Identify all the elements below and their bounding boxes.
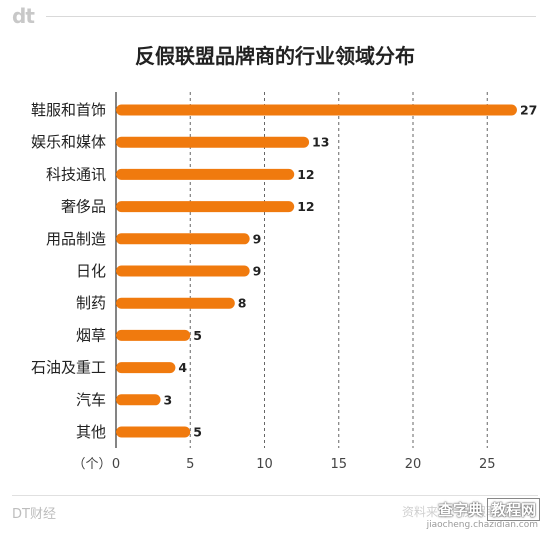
category-label: 奢侈品 <box>61 198 106 216</box>
bar <box>116 394 161 406</box>
value-label: 13 <box>312 135 329 150</box>
x-tick-label: 10 <box>256 457 273 472</box>
bar <box>116 233 250 245</box>
bar <box>116 136 310 148</box>
category-label: 科技通讯 <box>46 165 106 183</box>
footer-divider <box>12 495 538 496</box>
category-label: 鞋服和首饰 <box>31 101 106 119</box>
bar <box>116 426 191 438</box>
value-label: 8 <box>238 296 247 311</box>
watermark-url: jiaocheng.chazidian.com <box>426 520 538 530</box>
footer-source: 资料来源：反假联盟官网 <box>401 505 534 519</box>
dt-logo: dt <box>12 4 35 28</box>
watermark: 查字典 教程网 <box>438 498 540 521</box>
header-divider <box>46 16 536 17</box>
category-label: 汽车 <box>76 391 106 409</box>
value-label: 27 <box>520 103 537 118</box>
category-label: 日化 <box>76 262 106 280</box>
watermark-text-1: 查字典 <box>437 501 483 519</box>
category-label: 其他 <box>76 423 106 441</box>
x-tick-label: 0 <box>112 457 120 472</box>
category-label: 烟草 <box>76 326 106 344</box>
value-label: 9 <box>253 264 262 279</box>
bars <box>116 104 517 438</box>
bar <box>116 329 191 341</box>
value-label: 5 <box>193 425 202 440</box>
value-label: 12 <box>297 199 314 214</box>
category-label: 娱乐和媒体 <box>31 133 106 151</box>
bar <box>116 362 176 374</box>
grid-lines <box>115 92 488 448</box>
x-tick-label: 25 <box>479 457 496 472</box>
x-axis-unit-label: （个） <box>72 457 111 472</box>
value-labels: 27 13 12 12 9 9 8 5 4 3 5 <box>164 103 538 440</box>
watermark-text-2: 教程网 <box>486 498 540 521</box>
category-label: 石油及重工 <box>31 359 106 377</box>
x-tick-label: 20 <box>405 457 422 472</box>
bar <box>116 201 295 213</box>
chart-title: 反假联盟品牌商的行业领域分布 <box>135 44 415 68</box>
category-label: 用品制造 <box>46 230 106 248</box>
category-label: 制药 <box>76 294 106 312</box>
value-label: 12 <box>297 167 314 182</box>
bar <box>116 265 250 277</box>
bar <box>116 297 235 309</box>
bar <box>116 104 517 116</box>
bar <box>116 168 295 180</box>
value-label: 9 <box>253 231 262 246</box>
x-axis: 0 5 10 15 20 25 （个） <box>72 457 495 472</box>
x-tick-label: 15 <box>330 457 347 472</box>
footer-brand: DT财经 <box>12 507 56 522</box>
value-label: 4 <box>178 360 187 375</box>
value-label: 5 <box>193 328 202 343</box>
x-tick-label: 5 <box>186 457 194 472</box>
value-label: 3 <box>164 392 173 407</box>
